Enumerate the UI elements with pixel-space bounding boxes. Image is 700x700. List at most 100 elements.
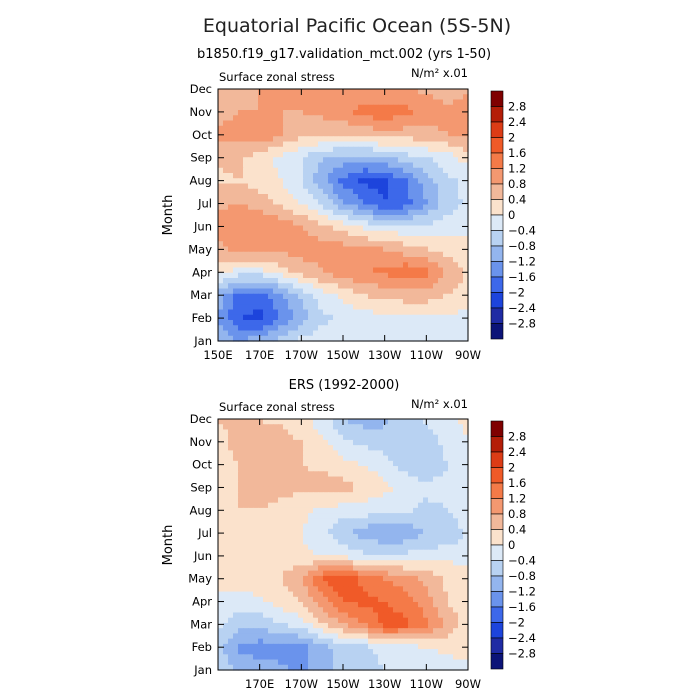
contour-cell (368, 94, 374, 101)
contour-cell (353, 173, 359, 179)
contour-cell (278, 596, 284, 603)
contour-cell (223, 445, 229, 451)
contour-cell (218, 466, 224, 472)
contour-cell (258, 466, 264, 472)
contour-cell (413, 455, 419, 462)
contour-cell (263, 241, 269, 248)
contour-cell (368, 460, 374, 467)
contour-cell (283, 560, 289, 567)
contour-cell (353, 262, 359, 269)
contour-cell (243, 104, 249, 111)
contour-cell (273, 188, 279, 195)
contour-cell (373, 325, 379, 332)
contour-cell (278, 262, 284, 269)
contour-cell (388, 241, 394, 248)
contour-cell (298, 220, 304, 227)
contour-cell (438, 528, 444, 535)
contour-cell (423, 523, 429, 530)
contour-cell (258, 654, 264, 661)
contour-cell (383, 643, 389, 650)
contour-cell (398, 628, 404, 634)
contour-cell (308, 241, 314, 248)
contour-cell (283, 183, 289, 190)
contour-cell (398, 309, 404, 316)
contour-cell (333, 502, 339, 509)
contour-cell (458, 309, 464, 316)
contour-cell (448, 304, 454, 311)
contour-cell (433, 236, 439, 242)
contour-cell (413, 120, 419, 127)
contour-cell (433, 554, 439, 561)
contour-cell (408, 570, 414, 577)
contour-cell (328, 220, 334, 227)
contour-cell (373, 178, 379, 185)
contour-cell (328, 664, 334, 671)
contour-cell (278, 575, 284, 582)
contour-cell (388, 162, 394, 169)
contour-cell (313, 554, 319, 561)
contour-cell (458, 272, 464, 279)
contour-cell (323, 188, 329, 195)
contour-cell (233, 293, 239, 300)
contour-cell (218, 183, 224, 190)
contour-cell (458, 278, 464, 284)
contour-cell (398, 602, 404, 608)
contour-cell (448, 460, 454, 467)
contour-cell (418, 523, 424, 530)
contour-cell (303, 445, 309, 451)
contour-cell (393, 434, 399, 441)
contour-cell (298, 330, 304, 337)
contour-cell (298, 638, 304, 645)
contour-cell (358, 638, 364, 645)
contour-cell (433, 325, 439, 332)
contour-cell (318, 157, 324, 164)
contour-cell (283, 476, 289, 483)
contour-cell (368, 439, 374, 446)
contour-cell (378, 523, 384, 530)
contour-cell (228, 486, 234, 493)
contour-cell (408, 664, 414, 671)
contour-cell (328, 246, 334, 253)
contour-cell (408, 115, 414, 122)
contour-cell (263, 188, 269, 195)
contour-cell (398, 278, 404, 284)
contour-cell (293, 157, 299, 164)
contour-cell (308, 199, 314, 206)
contour-cell (413, 215, 419, 221)
contour-cell (363, 419, 369, 425)
contour-cell (368, 314, 374, 321)
contour-cell (308, 419, 314, 425)
contour-cell (358, 429, 364, 436)
contour-cell (368, 309, 374, 316)
contour-cell (313, 215, 319, 221)
contour-cell (423, 586, 429, 593)
contour-cell (233, 304, 239, 311)
contour-cell (293, 99, 299, 106)
contour-cell (298, 570, 304, 577)
contour-cell (403, 241, 409, 248)
contour-cell (373, 617, 379, 624)
contour-cell (428, 246, 434, 253)
contour-cell (258, 586, 264, 593)
contour-cell (433, 215, 439, 221)
contour-cell (273, 204, 279, 211)
contour-cell (263, 335, 269, 342)
contour-cell (448, 251, 454, 258)
contour-cell (428, 209, 434, 216)
contour-cell (248, 591, 254, 598)
contour-cell (383, 602, 389, 608)
contour-cell (243, 502, 249, 509)
contour-cell (433, 607, 439, 614)
contour-cell (458, 293, 464, 300)
contour-cell (373, 659, 379, 666)
contour-cell (283, 267, 289, 274)
contour-cell (363, 450, 369, 457)
contour-cell (388, 167, 394, 174)
contour-cell (323, 209, 329, 216)
contour-cell (243, 486, 249, 493)
contour-cell (288, 204, 294, 211)
contour-cell (418, 99, 424, 106)
contour-cell (403, 492, 409, 499)
contour-cell (418, 257, 424, 263)
contour-cell (428, 570, 434, 577)
